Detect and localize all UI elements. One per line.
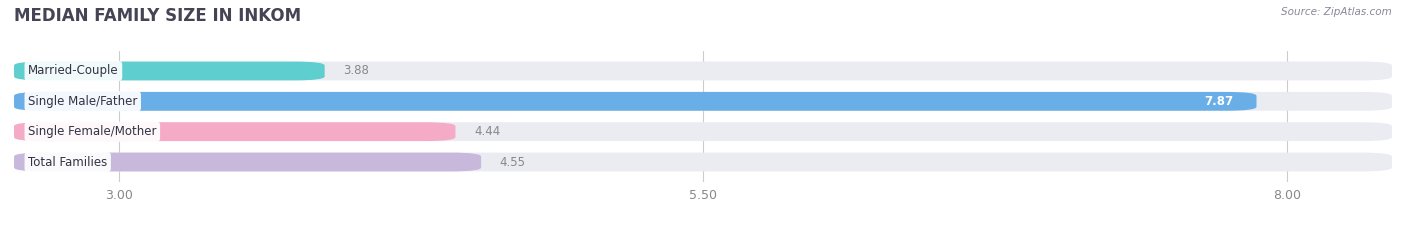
FancyBboxPatch shape — [14, 122, 1392, 141]
Text: Single Female/Mother: Single Female/Mother — [28, 125, 156, 138]
Text: Total Families: Total Families — [28, 155, 107, 168]
Text: 4.55: 4.55 — [499, 155, 526, 168]
Text: Married-Couple: Married-Couple — [28, 65, 118, 78]
Text: Source: ZipAtlas.com: Source: ZipAtlas.com — [1281, 7, 1392, 17]
FancyBboxPatch shape — [14, 153, 481, 171]
Text: Single Male/Father: Single Male/Father — [28, 95, 138, 108]
Text: 7.87: 7.87 — [1204, 95, 1233, 108]
FancyBboxPatch shape — [14, 92, 1257, 111]
FancyBboxPatch shape — [14, 62, 1392, 80]
FancyBboxPatch shape — [14, 122, 456, 141]
FancyBboxPatch shape — [14, 62, 325, 80]
Text: 3.88: 3.88 — [343, 65, 370, 78]
Text: MEDIAN FAMILY SIZE IN INKOM: MEDIAN FAMILY SIZE IN INKOM — [14, 7, 301, 25]
Text: 4.44: 4.44 — [474, 125, 501, 138]
FancyBboxPatch shape — [14, 153, 1392, 171]
FancyBboxPatch shape — [14, 92, 1392, 111]
